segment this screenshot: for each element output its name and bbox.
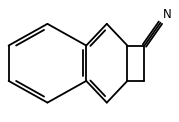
Text: N: N bbox=[163, 8, 172, 21]
